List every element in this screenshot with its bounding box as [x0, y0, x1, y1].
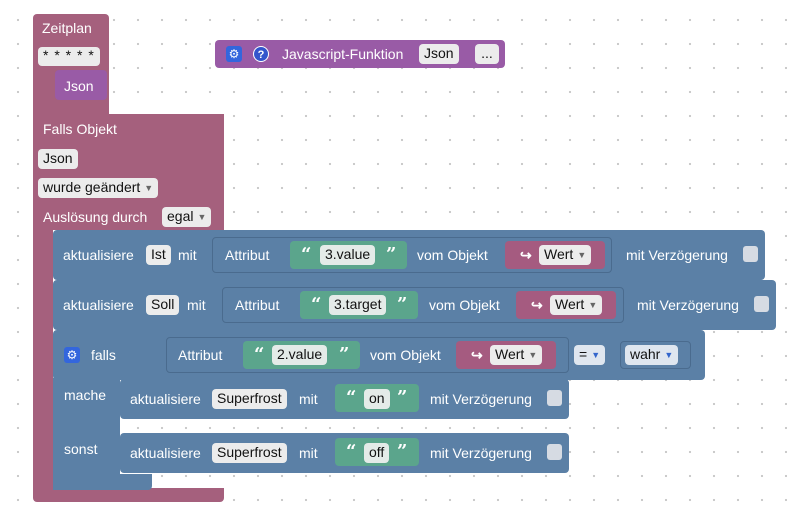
function-title: Javascript-Funktion: [282, 46, 404, 62]
attribute-value-field[interactable]: 3.value: [320, 245, 376, 265]
attribute-value-field[interactable]: 2.value: [272, 345, 328, 365]
from-object-label: vom Objekt: [429, 297, 500, 313]
open-quote-icon: “: [346, 387, 357, 408]
open-quote-icon: “: [301, 244, 312, 265]
trigger-object-field[interactable]: Json: [38, 149, 78, 169]
schedule-title: Zeitplan: [42, 20, 92, 36]
schedule-body-notch: [33, 70, 53, 114]
from-object-label: vom Objekt: [417, 247, 488, 263]
close-quote-icon: ”: [397, 387, 408, 408]
function-param-field[interactable]: Json: [419, 44, 459, 64]
chevron-down-icon: ▼: [144, 183, 154, 193]
else-label: sonst: [64, 441, 98, 457]
if-block-bottom: [53, 474, 152, 490]
update-action-label: aktualisiere: [63, 297, 134, 313]
trigger-label: Auslösung durch: [43, 209, 148, 225]
gear-icon[interactable]: ⚙: [226, 46, 242, 62]
trigger-left-bar: [33, 230, 53, 490]
then-value-field[interactable]: on: [364, 389, 390, 409]
attribute-label: Attribut: [225, 247, 270, 263]
delay-checkbox[interactable]: [547, 444, 562, 460]
open-quote-icon: “: [346, 441, 357, 462]
trigger-value-dropdown[interactable]: egal ▼: [162, 207, 212, 227]
update-action-label: aktualisiere: [130, 445, 201, 461]
update-action-label: aktualisiere: [130, 391, 201, 407]
delay-label: mit Verzögerung: [637, 297, 739, 313]
operator-dropdown[interactable]: = ▼: [574, 345, 606, 365]
trigger-condition-dropdown[interactable]: wurde geändert ▼: [38, 178, 159, 198]
from-object-label: vom Objekt: [370, 347, 441, 363]
close-quote-icon: ”: [386, 244, 397, 265]
chevron-down-icon: ▼: [528, 350, 538, 360]
delay-label: mit Verzögerung: [430, 445, 532, 461]
trigger-title: Falls Objekt: [43, 121, 117, 137]
schedule-variable-label: Json: [64, 78, 94, 94]
boolean-dropdown[interactable]: wahr ▼: [625, 345, 679, 365]
if-block-left-bar: [53, 378, 120, 490]
close-quote-icon: ”: [397, 294, 408, 315]
trigger-value: egal: [167, 208, 194, 224]
attribute-label: Attribut: [178, 347, 223, 363]
chevron-down-icon: ▼: [197, 212, 207, 222]
close-quote-icon: ”: [339, 344, 350, 365]
chevron-down-icon: ▼: [664, 350, 674, 360]
update-with-label: mit: [299, 391, 318, 407]
operator-value: =: [579, 346, 588, 362]
variable-value: Wert: [555, 296, 585, 312]
variable-dropdown[interactable]: Wert ▼: [490, 345, 543, 365]
delay-label: mit Verzögerung: [430, 391, 532, 407]
schedule-cron-field[interactable]: * * * * *: [38, 47, 100, 66]
variable-value: Wert: [544, 246, 574, 262]
trigger-condition-value: wurde geändert: [43, 179, 141, 195]
schedule-variable-block[interactable]: [55, 70, 107, 100]
if-label: falls: [91, 347, 116, 363]
delay-checkbox[interactable]: [547, 390, 562, 406]
update-with-label: mit: [299, 445, 318, 461]
boolean-value: wahr: [630, 346, 661, 362]
close-quote-icon: ”: [397, 441, 408, 462]
attribute-value-field[interactable]: 3.target: [329, 295, 387, 315]
do-label: mache: [64, 387, 107, 403]
trigger-bottom-bar: [33, 488, 224, 502]
open-quote-icon: “: [254, 344, 265, 365]
function-more-button[interactable]: ...: [475, 44, 499, 64]
delay-checkbox[interactable]: [743, 246, 758, 262]
variable-arrow-icon: ↪: [531, 297, 543, 313]
update-target-field[interactable]: Superfrost: [212, 443, 287, 463]
else-value-field[interactable]: off: [364, 443, 390, 463]
variable-arrow-icon: ↪: [520, 247, 532, 263]
variable-arrow-icon: ↪: [471, 347, 483, 363]
open-quote-icon: “: [311, 294, 322, 315]
help-icon[interactable]: ?: [253, 46, 269, 62]
update-target-field[interactable]: Ist: [146, 245, 171, 265]
variable-value: Wert: [495, 346, 525, 362]
variable-dropdown[interactable]: Wert ▼: [539, 245, 592, 265]
update-target-field[interactable]: Soll: [146, 295, 180, 315]
update-action-label: aktualisiere: [63, 247, 134, 263]
attribute-label: Attribut: [235, 297, 280, 313]
update-with-label: mit: [178, 247, 197, 263]
delay-checkbox[interactable]: [754, 296, 769, 312]
variable-dropdown[interactable]: Wert ▼: [550, 295, 603, 315]
chevron-down-icon: ▼: [588, 300, 598, 310]
update-with-label: mit: [187, 297, 206, 313]
gear-icon[interactable]: ⚙: [64, 347, 80, 363]
delay-label: mit Verzögerung: [626, 247, 728, 263]
update-target-field[interactable]: Superfrost: [212, 389, 287, 409]
chevron-down-icon: ▼: [591, 350, 601, 360]
chevron-down-icon: ▼: [577, 250, 587, 260]
